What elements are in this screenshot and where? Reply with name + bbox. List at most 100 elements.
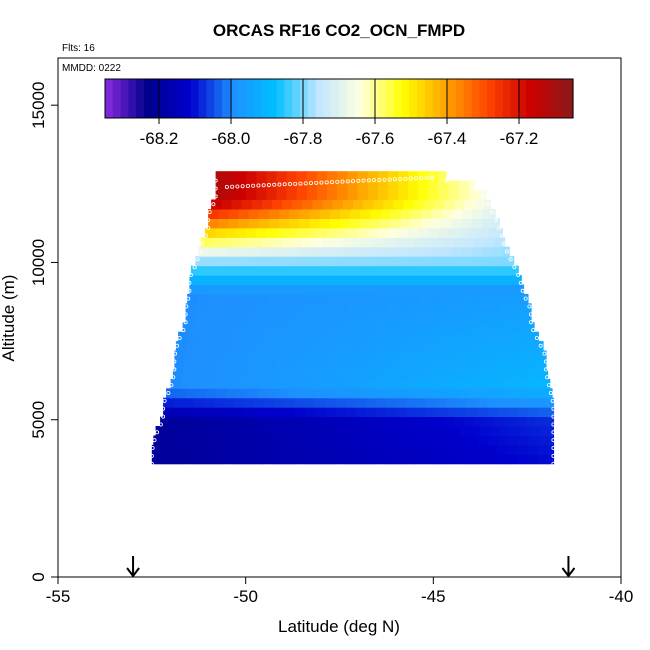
heatmap-cell (265, 227, 277, 238)
heatmap-cell (286, 227, 297, 238)
heatmap-cell (442, 284, 454, 295)
heatmap-cell (347, 312, 359, 323)
heatmap-cell (413, 378, 425, 389)
y-tick-label: 15000 (29, 82, 48, 129)
heatmap-cell (418, 312, 430, 323)
heatmap-cell (192, 322, 204, 333)
heatmap-cell (173, 397, 184, 408)
heatmap-cell (367, 171, 379, 182)
heatmap-cell (246, 190, 257, 201)
profile-dot (542, 351, 547, 356)
heatmap-cell (342, 265, 354, 276)
heatmap-cell (226, 388, 238, 399)
heatmap-cell (273, 322, 285, 333)
heatmap-cell (297, 426, 309, 436)
heatmap-cell (208, 331, 220, 342)
heatmap-cell (327, 256, 338, 267)
heatmap-cell (281, 237, 293, 248)
colorbar-swatch (276, 79, 285, 118)
heatmap-cell (193, 407, 205, 418)
heatmap-cell (472, 246, 483, 257)
heatmap-cell (254, 407, 265, 418)
profile-dot (298, 181, 303, 186)
heatmap-cell (425, 454, 437, 465)
heatmap-cell (469, 256, 480, 267)
heatmap-cell (468, 350, 479, 361)
heatmap-cell (451, 246, 463, 257)
heatmap-cell (377, 190, 389, 201)
heatmap-cell (395, 322, 407, 333)
heatmap-cell (305, 407, 316, 418)
heatmap-cell (433, 237, 445, 248)
colorbar-swatch (128, 79, 137, 118)
heatmap-cell (510, 341, 521, 352)
heatmap-cell (466, 444, 477, 455)
heatmap-cell (266, 303, 278, 314)
heatmap-cell (293, 444, 305, 455)
heatmap-cell (458, 180, 470, 191)
heatmap-cell (388, 426, 400, 436)
heatmap-cell (256, 190, 267, 201)
heatmap-cell (275, 360, 287, 370)
colorbar-tick-label: -67.6 (356, 129, 395, 148)
heatmap-cell (489, 256, 500, 267)
heatmap-cell (316, 350, 327, 361)
heatmap-cell (296, 190, 308, 201)
heatmap-cell (407, 360, 419, 370)
heatmap-cell (408, 256, 419, 267)
profile-dot (531, 328, 536, 333)
colorbar-swatch (229, 79, 239, 118)
heatmap-cell (178, 331, 189, 342)
heatmap-cell (305, 435, 316, 446)
heatmap-cell (527, 322, 535, 333)
heatmap-cell (199, 275, 211, 285)
heatmap-cell (479, 341, 491, 352)
heatmap-cell (398, 190, 409, 201)
heatmap-cell (403, 199, 415, 210)
heatmap-cell (484, 265, 496, 276)
heatmap-cell (342, 416, 354, 427)
heatmap-cell (369, 293, 381, 304)
profile-dot (282, 182, 287, 187)
heatmap-cell (198, 246, 210, 257)
heatmap-cell (442, 275, 454, 285)
heatmap-cell (190, 378, 202, 389)
heatmap-cell (458, 256, 470, 267)
heatmap-cell (429, 341, 440, 352)
heatmap-cell (245, 227, 257, 238)
y-axis: 0 5000 10000 15000 (29, 82, 58, 582)
colorbar-swatch (565, 79, 574, 118)
heatmap-cell (312, 199, 324, 210)
heatmap-cell (440, 293, 452, 304)
heatmap-cell (459, 303, 470, 314)
profile-dot (155, 430, 160, 435)
profile-dot (150, 446, 155, 451)
heatmap-cell (377, 180, 389, 191)
heatmap-cell (515, 265, 519, 276)
heatmap-cell (502, 331, 514, 342)
heatmap-cell (476, 322, 488, 333)
heatmap-cell (438, 256, 450, 267)
colorbar-swatch (401, 79, 410, 118)
heatmap-cell (368, 426, 380, 436)
profile-dot (152, 438, 157, 443)
heatmap-cell (274, 407, 286, 418)
heatmap-cell (396, 397, 407, 408)
heatmap-cell (444, 199, 455, 210)
colorbar-swatch (253, 79, 262, 118)
colorbar-swatch (144, 79, 153, 118)
heatmap-cell (360, 331, 372, 342)
heatmap-cell (312, 416, 323, 427)
heatmap-cell (211, 378, 222, 389)
heatmap-cell (419, 388, 431, 399)
profile-dot (398, 176, 403, 181)
heatmap-cell (243, 322, 255, 333)
heatmap-cell (432, 275, 444, 285)
heatmap-cell (499, 312, 511, 323)
profile-dot (489, 210, 494, 215)
heatmap-cell (291, 237, 303, 248)
profile-dot (543, 367, 548, 372)
colorbar-swatch (261, 79, 270, 118)
heatmap-cell (408, 341, 420, 352)
heatmap-cell (261, 237, 273, 248)
